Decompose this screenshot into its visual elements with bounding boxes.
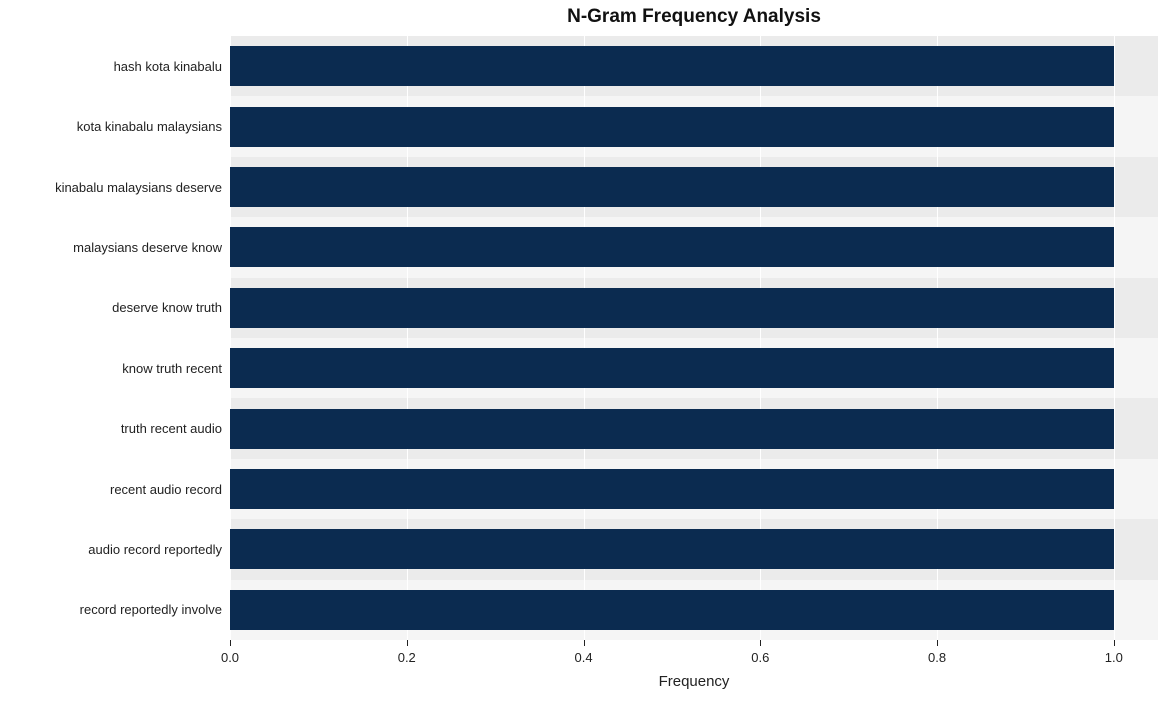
x-tick-label: 0.2 (398, 650, 416, 665)
bar (230, 469, 1114, 509)
bar (230, 227, 1114, 267)
x-tick-mark (584, 640, 585, 646)
x-tick-label: 0.0 (221, 650, 239, 665)
x-tick-mark (407, 640, 408, 646)
gridline (1114, 36, 1115, 640)
y-tick-label: kota kinabalu malaysians (77, 119, 222, 134)
x-tick-label: 1.0 (1105, 650, 1123, 665)
y-tick-label: recent audio record (110, 482, 222, 497)
bar (230, 348, 1114, 388)
x-tick-label: 0.8 (928, 650, 946, 665)
bar (230, 529, 1114, 569)
x-tick-mark (230, 640, 231, 646)
x-tick-label: 0.6 (751, 650, 769, 665)
x-tick-mark (760, 640, 761, 646)
bar (230, 46, 1114, 86)
chart-title: N-Gram Frequency Analysis (230, 6, 1158, 28)
y-tick-label: hash kota kinabalu (114, 59, 222, 74)
plot-area (230, 36, 1158, 640)
bar (230, 590, 1114, 630)
bar (230, 288, 1114, 328)
x-axis-label: Frequency (230, 673, 1158, 690)
y-tick-label: truth recent audio (121, 421, 222, 436)
y-tick-label: deserve know truth (112, 300, 222, 315)
y-tick-label: audio record reportedly (88, 542, 222, 557)
y-tick-label: know truth recent (122, 361, 222, 376)
x-tick-mark (937, 640, 938, 646)
y-tick-label: record reportedly involve (80, 602, 222, 617)
x-tick-mark (1114, 640, 1115, 646)
x-tick-label: 0.4 (574, 650, 592, 665)
bar (230, 107, 1114, 147)
y-tick-label: malaysians deserve know (73, 240, 222, 255)
bar (230, 409, 1114, 449)
y-tick-label: kinabalu malaysians deserve (55, 180, 222, 195)
bar (230, 167, 1114, 207)
chart-container: N-Gram Frequency Analysis Frequency hash… (0, 0, 1168, 701)
